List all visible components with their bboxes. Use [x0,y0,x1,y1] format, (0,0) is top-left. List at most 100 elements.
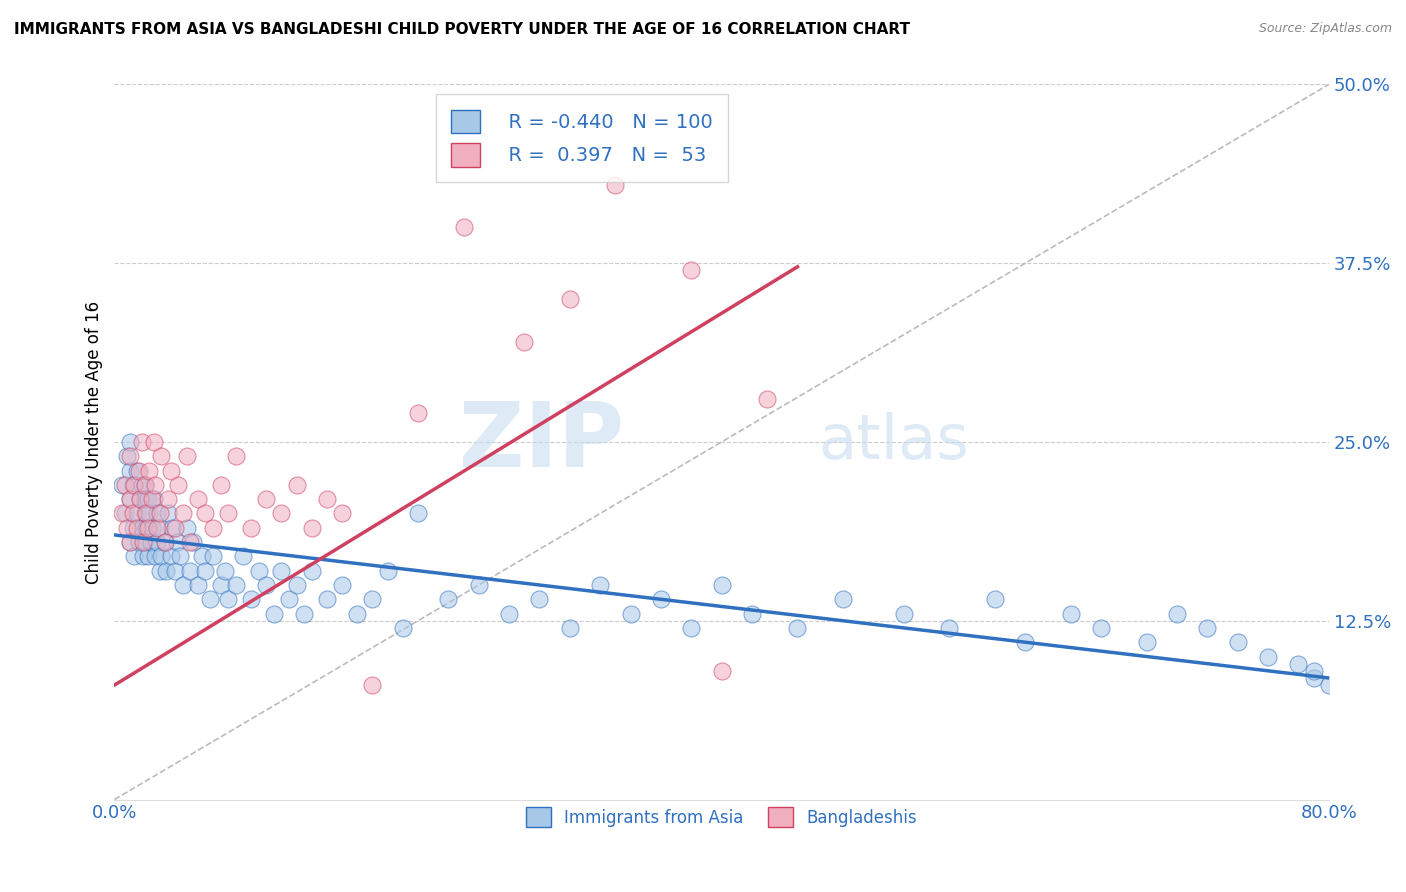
Point [118,434,141,449]
Text: IMMIGRANTS FROM ASIA VS BANGLADESHI CHILD POVERTY UNDER THE AGE OF 16 CORRELATIO: IMMIGRANTS FROM ASIA VS BANGLADESHI CHIL… [14,22,910,37]
Point [141,521,163,535]
Point [209,478,232,492]
Point [111,507,134,521]
Point [558,621,581,635]
Point [217,592,239,607]
Point [132,535,155,549]
Point [191,549,214,564]
Point [114,478,136,492]
Point [650,592,672,607]
Point [346,607,368,621]
Text: ZIP: ZIP [460,398,624,486]
Point [153,535,176,549]
Point [136,521,159,535]
Point [270,564,292,578]
Point [254,578,277,592]
Point [167,478,190,492]
Point [142,434,165,449]
Point [121,507,143,521]
Point [1166,607,1188,621]
Point [129,492,152,507]
Point [179,535,201,549]
Point [172,507,194,521]
Point [254,492,277,507]
Point [131,521,153,535]
Point [453,220,475,235]
Point [513,334,536,349]
Point [681,263,703,277]
Point [558,292,581,306]
Point [1257,649,1279,664]
Point [149,564,172,578]
Point [139,535,162,549]
Point [392,621,415,635]
Point [316,592,339,607]
Point [156,507,179,521]
Point [127,521,149,535]
Point [710,578,733,592]
Point [270,507,292,521]
Point [145,478,167,492]
Point [135,521,157,535]
Point [121,521,143,535]
Point [159,464,181,478]
Point [741,607,763,621]
Point [146,507,169,521]
Point [1317,678,1340,692]
Point [240,592,263,607]
Point [136,549,159,564]
Point [406,507,429,521]
Point [149,521,172,535]
Point [176,521,198,535]
Point [138,464,160,478]
Point [183,535,205,549]
Point [131,478,153,492]
Point [179,564,201,578]
Point [118,535,141,549]
Point [1302,664,1324,678]
Point [146,535,169,549]
Legend: Immigrants from Asia, Bangladeshis: Immigrants from Asia, Bangladeshis [519,800,924,834]
Point [893,607,915,621]
Point [214,564,236,578]
Point [194,507,217,521]
Point [187,492,209,507]
Point [938,621,960,635]
Point [681,621,703,635]
Point [134,478,156,492]
Text: Source: ZipAtlas.com: Source: ZipAtlas.com [1258,22,1392,36]
Point [118,492,141,507]
Point [263,607,285,621]
Point [127,507,149,521]
Point [122,478,145,492]
Point [149,507,172,521]
Point [330,507,353,521]
Point [141,492,163,507]
Point [187,578,209,592]
Point [131,434,153,449]
Point [156,492,179,507]
Point [128,535,150,549]
Point [128,464,150,478]
Point [146,521,169,535]
Point [1302,671,1324,685]
Point [1090,621,1112,635]
Point [122,549,145,564]
Point [115,450,138,464]
Text: atlas: atlas [818,412,970,472]
Point [165,564,187,578]
Point [202,549,225,564]
Point [134,507,156,521]
Point [142,492,165,507]
Point [114,507,136,521]
Point [330,578,353,592]
Point [1286,657,1309,671]
Point [115,521,138,535]
Point [136,492,159,507]
Point [145,549,167,564]
Point [437,592,460,607]
Point [1060,607,1083,621]
Point [202,521,225,535]
Point [1014,635,1036,649]
Point [240,521,263,535]
